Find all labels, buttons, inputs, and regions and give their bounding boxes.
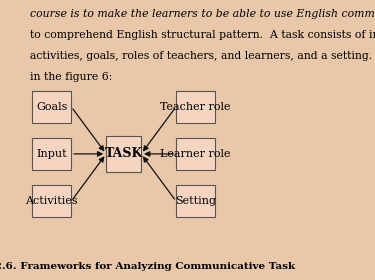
FancyBboxPatch shape bbox=[32, 185, 71, 217]
Text: course is to make the learners to be able to use English communicatively, not: course is to make the learners to be abl… bbox=[30, 9, 375, 19]
FancyBboxPatch shape bbox=[176, 138, 215, 170]
Text: to comprehend English structural pattern.  A task consists of input, related: to comprehend English structural pattern… bbox=[30, 30, 375, 40]
Text: activities, goals, roles of teachers, and learners, and a setting.  They are set: activities, goals, roles of teachers, an… bbox=[30, 51, 375, 61]
Text: Figure 2.6. Frameworks for Analyzing Communicative Task: Figure 2.6. Frameworks for Analyzing Com… bbox=[0, 262, 295, 271]
Text: TASK: TASK bbox=[105, 148, 143, 160]
Text: Activities: Activities bbox=[26, 196, 78, 206]
FancyBboxPatch shape bbox=[106, 136, 141, 172]
Text: Input: Input bbox=[36, 149, 67, 159]
Text: Learner role: Learner role bbox=[160, 149, 231, 159]
Text: Goals: Goals bbox=[36, 102, 68, 111]
FancyBboxPatch shape bbox=[32, 90, 71, 123]
FancyBboxPatch shape bbox=[176, 90, 215, 123]
FancyBboxPatch shape bbox=[176, 185, 215, 217]
Text: Teacher role: Teacher role bbox=[160, 102, 231, 111]
FancyBboxPatch shape bbox=[32, 138, 71, 170]
Text: in the figure 6:: in the figure 6: bbox=[30, 72, 113, 82]
Text: Setting: Setting bbox=[175, 196, 216, 206]
